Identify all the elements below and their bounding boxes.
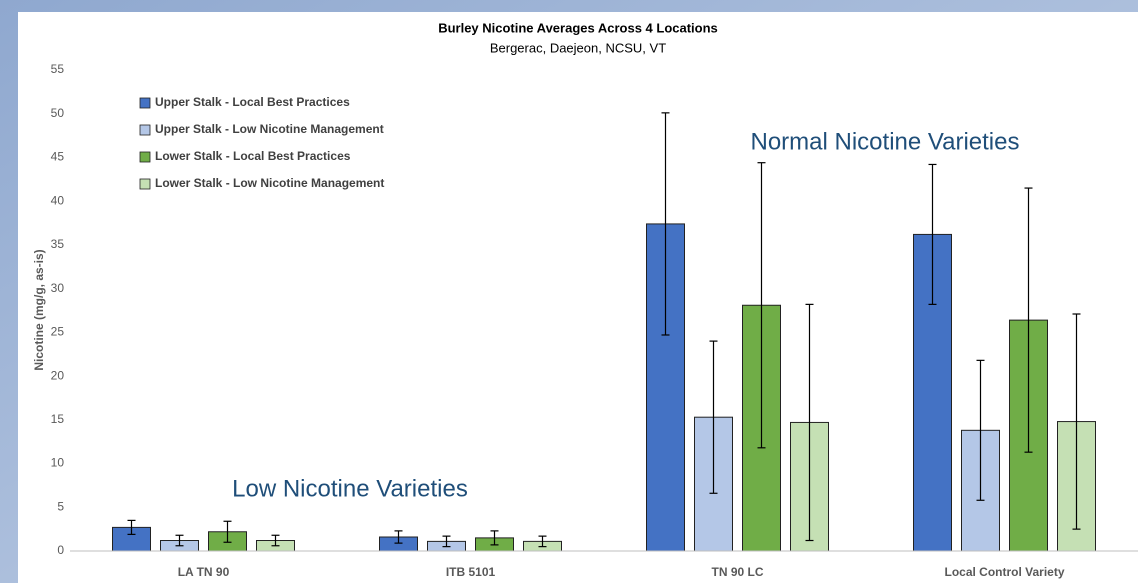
error-bar [538,535,547,548]
legend-swatch [139,97,151,109]
y-tick-label: 55 [51,62,65,76]
y-tick-label: 30 [51,281,65,295]
annotation: Low Nicotine Varieties [232,475,468,502]
error-bar [271,534,280,547]
error-bar [127,519,136,535]
annotation: Normal Nicotine Varieties [751,128,1020,155]
y-tick-label: 25 [51,325,65,339]
y-tick-label: 50 [51,106,65,120]
legend-swatch [139,178,151,190]
x-tick-label: ITB 5101 [446,565,496,579]
error-bar [175,534,184,547]
error-bar [976,359,985,501]
y-axis-label: Nicotine (mg/g, as-is) [32,249,46,370]
y-tick-label: 10 [51,456,65,470]
error-bar [223,520,232,543]
legend-label: Lower Stalk - Local Best Practices [155,149,351,163]
error-bar [1072,313,1081,530]
y-tick-label: 20 [51,368,65,382]
legend-swatch [139,151,151,163]
y-tick-label: 15 [51,412,65,426]
error-bar [394,530,403,544]
chart-subtitle: Bergerac, Daejeon, NCSU, VT [490,40,666,55]
y-tick-label: 0 [57,543,64,557]
legend-swatch [139,124,151,136]
legend-label: Upper Stalk - Local Best Practices [155,95,350,109]
y-tick-label: 40 [51,193,65,207]
legend-label: Upper Stalk - Low Nicotine Management [155,122,384,136]
y-tick-label: 5 [57,499,64,513]
error-bar [1024,187,1033,453]
error-bar [928,163,937,305]
chart-title: Burley Nicotine Averages Across 4 Locati… [438,20,718,35]
legend-label: Lower Stalk - Low Nicotine Management [155,176,384,190]
y-tick-label: 45 [51,150,65,164]
error-bar [709,340,718,494]
error-bar [442,535,451,548]
error-bar [805,303,814,542]
error-bar [661,112,670,336]
error-bar [490,530,499,546]
x-tick-label: TN 90 LC [711,565,763,579]
y-tick-label: 35 [51,237,65,251]
x-tick-label: Local Control Variety [944,565,1064,579]
error-bar [757,162,766,449]
x-tick-label: LA TN 90 [178,565,230,579]
